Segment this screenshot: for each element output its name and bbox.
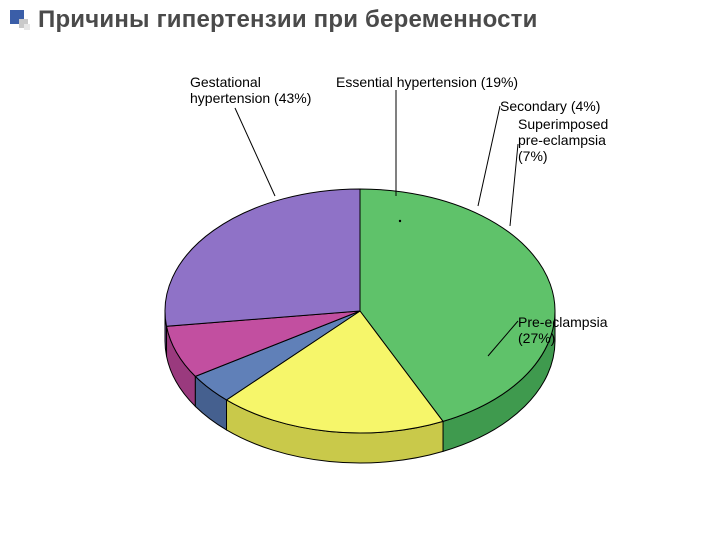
slide-title: Причины гипертензии при беременности (38, 6, 538, 34)
slide-title-bar: Причины гипертензии при беременности (0, 6, 720, 34)
label-superimposed: Superimposed pre-eclampsia (7%) (518, 116, 608, 164)
label-secondary: Secondary (4%) (500, 98, 600, 114)
label-essential: Essential hypertension (19%) (336, 74, 518, 90)
pie-chart: Gestational hypertension (43%) Essential… (80, 56, 640, 496)
slide: Причины гипертензии при беременности Ges… (0, 0, 720, 540)
title-bullet-icon (10, 10, 32, 32)
label-preeclampsia: Pre-eclampsia (27%) (518, 314, 607, 346)
label-gestational: Gestational hypertension (43%) (190, 74, 311, 106)
